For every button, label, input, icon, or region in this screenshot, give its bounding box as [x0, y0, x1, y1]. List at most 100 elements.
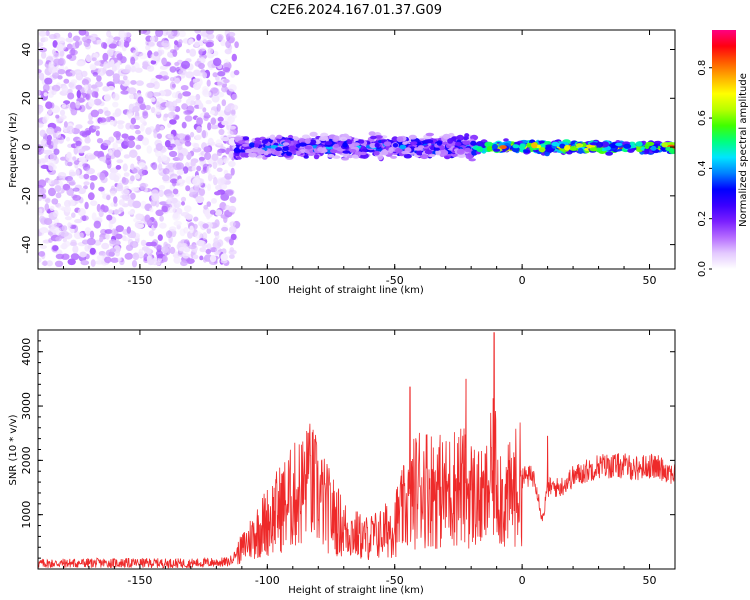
spectrogram-cell [198, 188, 206, 197]
spectrogram-cell [544, 151, 550, 157]
spectrogram-cell [51, 198, 59, 205]
spectrogram-cell [196, 117, 204, 126]
spectrogram-cell [83, 84, 89, 92]
spectrogram-cell [122, 196, 132, 202]
spectrogram-cell [126, 139, 136, 149]
spectrogram-cell [139, 182, 147, 191]
spectrogram-cell [78, 156, 86, 163]
spectrogram-cell [113, 202, 118, 207]
spectrogram-cell [436, 140, 443, 146]
spectrogram-cell [202, 86, 209, 93]
spectrogram-cell [401, 150, 410, 155]
spectrogram-cell [48, 34, 57, 40]
spectrogram-cell [104, 256, 112, 264]
spectrogram-marks [38, 30, 675, 268]
spectrogram-cell [146, 219, 153, 227]
spectrogram-cell [118, 39, 125, 48]
spectrogram-cell [155, 101, 161, 109]
spectrogram-ticks: -150 -100 -50 0 50 -40 -20 0 20 40 [20, 30, 676, 287]
spectrogram-cell [396, 136, 404, 143]
spectrogram-cell [221, 137, 230, 142]
spectrogram-cell [185, 71, 195, 79]
spectrogram-cell [48, 187, 56, 197]
spectrogram-cell [313, 154, 320, 160]
spectrogram-cell [151, 162, 158, 170]
spectrogram-cell [84, 227, 92, 235]
spectrogram-cell [96, 75, 102, 82]
spectrogram-cell [57, 172, 67, 178]
spectrogram-cell [79, 130, 87, 136]
spectrogram-cell [184, 115, 193, 122]
spectrogram-cell [227, 31, 236, 37]
spectrogram-cell [116, 120, 125, 125]
spectrogram-cell [303, 155, 309, 159]
spectrogram-cell [635, 141, 643, 147]
spectrogram-cell [103, 61, 108, 70]
spectrogram-cell [230, 167, 235, 176]
spectrogram-cell [230, 114, 237, 119]
spectrogram-cell [210, 117, 217, 125]
spectrogram-cell [87, 192, 95, 201]
spectrogram-cell [341, 157, 349, 161]
spectrogram-cell [492, 143, 498, 150]
spectrogram-cell [435, 149, 441, 156]
spectrogram-cell [88, 98, 95, 107]
spectrogram-cell [130, 56, 136, 65]
spectrogram-cell [299, 142, 307, 147]
spectrogram-cell [169, 143, 176, 148]
spectrogram-cell [551, 141, 560, 147]
spectrogram-cell [66, 125, 75, 135]
spectrogram-cell [72, 35, 81, 42]
spectrogram-cell [81, 70, 88, 78]
spectrogram-cell [165, 31, 174, 36]
spectrogram-cell [206, 79, 211, 87]
spectrogram-cell [162, 174, 170, 182]
spectrogram-cell [79, 251, 87, 258]
spectrogram-cell [86, 167, 95, 175]
spectrogram-cell [42, 260, 48, 267]
snr-xtick-label: -50 [386, 574, 404, 587]
spectrogram-cell [380, 149, 389, 156]
spectrogram-cell [650, 145, 657, 151]
spectrogram-cell [245, 148, 254, 154]
spectrogram-cell [123, 172, 130, 177]
spectrogram-cell [132, 166, 141, 174]
spectrogram-cell [202, 107, 207, 113]
spectrogram-cell [242, 136, 250, 141]
spectrogram-cell [257, 149, 266, 155]
spectrogram-cell [169, 119, 177, 125]
spectrogram-cell [221, 156, 230, 161]
spectrogram-cell [317, 147, 324, 152]
spectrogram-cell [54, 185, 62, 192]
spectrogram-cell [205, 99, 212, 105]
spectrogram-cell [79, 232, 84, 239]
colorbar-tick-label: 0.2 [697, 211, 708, 227]
spectrogram-cell [195, 134, 202, 141]
spectrogram-cell [161, 57, 168, 66]
spectrogram-cell [359, 151, 367, 156]
spectrogram-cell [116, 159, 124, 164]
spectrogram-cell [414, 147, 422, 151]
spectrogram-cell [138, 248, 144, 256]
snr-ylabel: SNR (10 * v/v) [8, 414, 19, 485]
spectrogram-cell [202, 72, 207, 79]
spectrogram-cell [254, 143, 260, 148]
spectrogram-xtick-label: -100 [255, 274, 280, 287]
spectrogram-cell [190, 131, 195, 138]
spectrogram-cell [155, 209, 164, 217]
spectrogram-cell [201, 169, 206, 174]
spectrogram-cell [132, 200, 142, 209]
spectrogram-cell [110, 190, 116, 196]
spectrogram-cell [69, 171, 77, 177]
spectrogram-cell [158, 163, 163, 171]
spectrogram-cell [113, 149, 122, 158]
spectrogram-cell [87, 120, 94, 125]
spectrogram-cell [211, 198, 217, 204]
spectrogram-xtick-label: 0 [519, 274, 526, 287]
spectrogram-cell [202, 36, 207, 43]
spectrogram-cell [63, 78, 70, 84]
spectrogram-cell [123, 40, 130, 48]
spectrogram-cell [222, 67, 231, 73]
spectrogram-cell [212, 161, 218, 169]
spectrogram-cell [125, 122, 132, 130]
